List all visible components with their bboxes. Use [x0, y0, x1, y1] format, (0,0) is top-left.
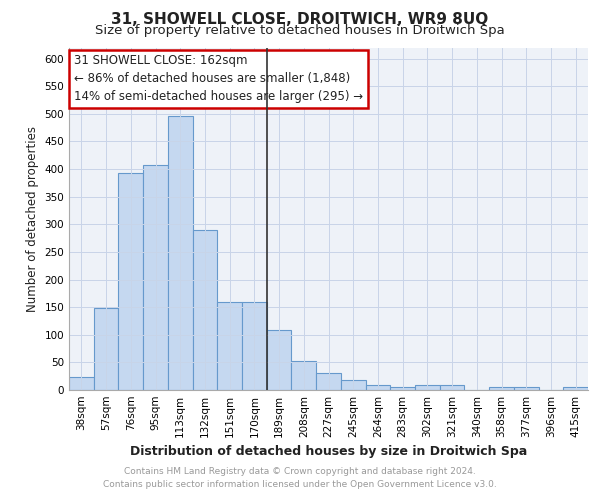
Text: 31 SHOWELL CLOSE: 162sqm
← 86% of detached houses are smaller (1,848)
14% of sem: 31 SHOWELL CLOSE: 162sqm ← 86% of detach…: [74, 54, 364, 104]
Bar: [168, 116, 193, 390]
Bar: [193, 230, 217, 390]
Text: Contains HM Land Registry data © Crown copyright and database right 2024.
Contai: Contains HM Land Registry data © Crown c…: [103, 467, 497, 489]
Bar: [94, 308, 118, 390]
Bar: [514, 387, 539, 390]
Bar: [217, 302, 242, 390]
Bar: [440, 385, 464, 390]
Text: 31, SHOWELL CLOSE, DROITWICH, WR9 8UQ: 31, SHOWELL CLOSE, DROITWICH, WR9 8UQ: [112, 12, 488, 28]
Bar: [341, 380, 365, 390]
Bar: [143, 164, 168, 390]
Text: Size of property relative to detached houses in Droitwich Spa: Size of property relative to detached ho…: [95, 24, 505, 37]
X-axis label: Distribution of detached houses by size in Droitwich Spa: Distribution of detached houses by size …: [130, 446, 527, 458]
Bar: [415, 385, 440, 390]
Bar: [563, 387, 588, 390]
Bar: [118, 173, 143, 390]
Bar: [365, 385, 390, 390]
Bar: [267, 330, 292, 390]
Bar: [390, 387, 415, 390]
Bar: [292, 360, 316, 390]
Bar: [316, 373, 341, 390]
Bar: [242, 302, 267, 390]
Bar: [489, 387, 514, 390]
Y-axis label: Number of detached properties: Number of detached properties: [26, 126, 39, 312]
Bar: [69, 378, 94, 390]
